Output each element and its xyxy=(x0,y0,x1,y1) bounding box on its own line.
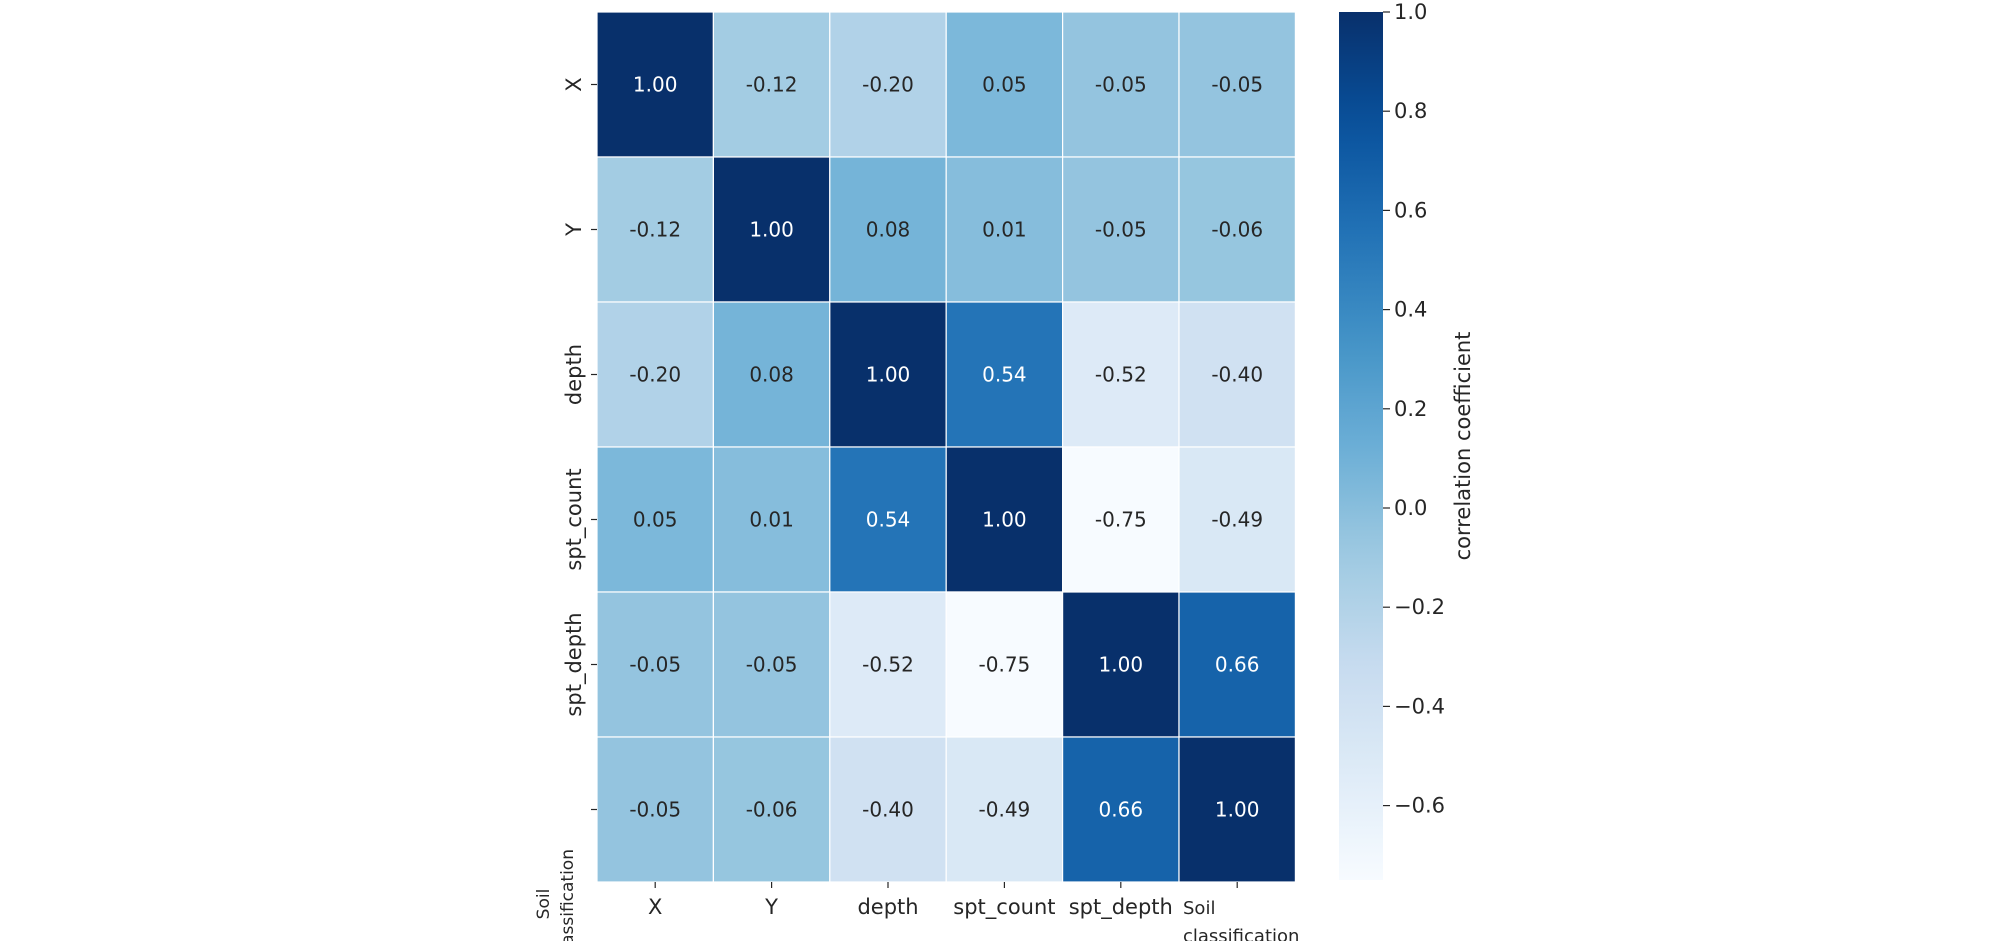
heatmap-cell-soil-classification-spt-depth xyxy=(1061,736,1180,883)
cell-value-label: 1.00 xyxy=(633,73,678,97)
y-tick-label-soil-classification: Soil classification xyxy=(534,849,578,941)
heatmap-cell-spt-count-x xyxy=(596,446,715,593)
cell-value-label: 1.00 xyxy=(1099,653,1144,677)
cell-value-label: -0.40 xyxy=(862,798,914,822)
colorbar-tick-label: 1.0 xyxy=(1394,0,1427,24)
cell-value-label: -0.20 xyxy=(629,363,681,387)
heatmap-cell-y-y xyxy=(712,156,831,303)
x-tick-label-spt-count: spt_count xyxy=(953,895,1055,920)
heatmap-cell-y-spt-count xyxy=(945,156,1064,303)
cell-value-label: -0.06 xyxy=(746,798,798,822)
heatmap-cell-x-y xyxy=(712,11,831,158)
cell-value-label: -0.40 xyxy=(1211,363,1263,387)
cell-value-label: -0.75 xyxy=(979,653,1031,677)
cell-value-label: 1.00 xyxy=(1215,798,1260,822)
heatmap-cell-spt-count-spt-depth xyxy=(1061,446,1180,593)
cell-value-label: 1.00 xyxy=(749,218,794,242)
colorbar-tick-label: −0.2 xyxy=(1394,595,1445,619)
heatmap-cell-spt-count-soil-classification xyxy=(1178,446,1297,593)
heatmap-cell-spt-count-depth xyxy=(829,446,947,593)
colorbar-tick-label: 0.4 xyxy=(1394,298,1427,322)
cell-value-label: -0.05 xyxy=(1095,218,1147,242)
heatmap-cell-spt-depth-spt-count xyxy=(945,591,1064,738)
cell-value-label: -0.20 xyxy=(862,73,914,97)
heatmap-cell-soil-classification-soil-classification xyxy=(1178,736,1297,883)
cell-value-label: 0.54 xyxy=(866,508,911,532)
heatmap-cell-x-soil-classification xyxy=(1178,11,1297,158)
heatmap-cell-depth-soil-classification xyxy=(1178,301,1297,448)
x-tick-label-y: Y xyxy=(764,895,778,919)
cell-value-label: -0.49 xyxy=(1211,508,1263,532)
heatmap-cell-spt-count-y xyxy=(712,446,831,593)
heatmap-cell-spt-depth-depth xyxy=(829,591,947,738)
cell-value-label: 0.01 xyxy=(749,508,794,532)
cell-value-label: 0.54 xyxy=(982,363,1027,387)
colorbar-tick-label: 0.6 xyxy=(1394,198,1427,222)
heatmap-cell-depth-y xyxy=(712,301,831,448)
cell-value-label: 0.01 xyxy=(982,218,1027,242)
cell-value-label: -0.75 xyxy=(1095,508,1147,532)
heatmap-cell-depth-x xyxy=(596,301,715,448)
heatmap-cell-y-soil-classification xyxy=(1178,156,1297,303)
colorbar: 1.0 0.8 0.6 0.4 0.2 0.0 −0.2 −0.4 −0.6 correlatio… xyxy=(1339,0,1475,880)
x-tick-label-depth: depth xyxy=(857,895,918,919)
x-tick-label-x: X xyxy=(648,895,662,919)
y-tick-label-x: X xyxy=(562,77,586,91)
y-tick-label-spt-count: spt_count xyxy=(562,468,587,570)
cell-value-label: 0.05 xyxy=(633,508,678,532)
cell-value-label: -0.49 xyxy=(979,798,1031,822)
colorbar-tick-label: 0.8 xyxy=(1394,99,1427,123)
colorbar-label: correlation coefficient xyxy=(1451,332,1475,561)
cell-value-label: -0.05 xyxy=(629,798,681,822)
heatmap-cell-soil-classification-x xyxy=(596,736,715,883)
cell-value-label: 0.08 xyxy=(749,363,794,387)
heatmap-cell-x-spt-depth xyxy=(1061,11,1180,158)
heatmap-cell-depth-spt-count xyxy=(945,301,1064,448)
y-tick-label-y: Y xyxy=(562,223,586,237)
heatmap-cell-depth-spt-depth xyxy=(1061,301,1180,448)
heatmap-cell-spt-depth-x xyxy=(596,591,715,738)
cell-value-label: -0.05 xyxy=(1095,73,1147,97)
heatmap-cell-x-depth xyxy=(829,11,947,158)
cell-value-label: 1.00 xyxy=(866,363,911,387)
heatmap-cells xyxy=(596,11,1297,883)
cell-value-label: -0.05 xyxy=(629,653,681,677)
heatmap-cell-x-spt-count xyxy=(945,11,1064,158)
cell-value-label: -0.52 xyxy=(1095,363,1147,387)
colorbar-tick-label: 0.2 xyxy=(1394,397,1427,421)
cell-value-label: 0.05 xyxy=(982,73,1027,97)
heatmap-cell-spt-depth-soil-classification xyxy=(1178,591,1297,738)
colorbar-tick-label: −0.6 xyxy=(1394,794,1445,818)
cell-value-label: 1.00 xyxy=(982,508,1027,532)
colorbar-tick-label: 0.0 xyxy=(1394,496,1427,520)
cell-value-label: 0.08 xyxy=(866,218,911,242)
heatmap-cell-x-x xyxy=(596,11,715,158)
heatmap-cell-labels: 1.00 -0.12 -0.20 0.05 -0.05 -0.05 -0.12 1.00 0.0… xyxy=(629,73,1263,822)
y-tick-label-depth: depth xyxy=(562,344,586,405)
cell-value-label: -0.12 xyxy=(629,218,681,242)
colorbar-tick-label: −0.4 xyxy=(1394,694,1445,718)
cell-value-label: 0.66 xyxy=(1099,798,1144,822)
colorbar-gradient xyxy=(1339,12,1383,880)
heatmap-cell-spt-count-spt-count xyxy=(945,446,1064,593)
heatmap-cell-spt-depth-spt-depth xyxy=(1061,591,1180,738)
cell-value-label: -0.05 xyxy=(746,653,798,677)
cell-value-label: 0.66 xyxy=(1215,653,1260,677)
cell-value-label: -0.06 xyxy=(1211,218,1263,242)
y-tick-label-spt-depth: spt_depth xyxy=(562,612,587,716)
heatmap-cell-depth-depth xyxy=(829,301,947,448)
cell-value-label: -0.52 xyxy=(862,653,914,677)
x-tick-label-spt-depth: spt_depth xyxy=(1069,895,1173,920)
cell-value-label: -0.05 xyxy=(1211,73,1263,97)
x-tick-label-soil-classification: Soil classification xyxy=(1183,898,1299,941)
cell-value-label: -0.12 xyxy=(746,73,798,97)
